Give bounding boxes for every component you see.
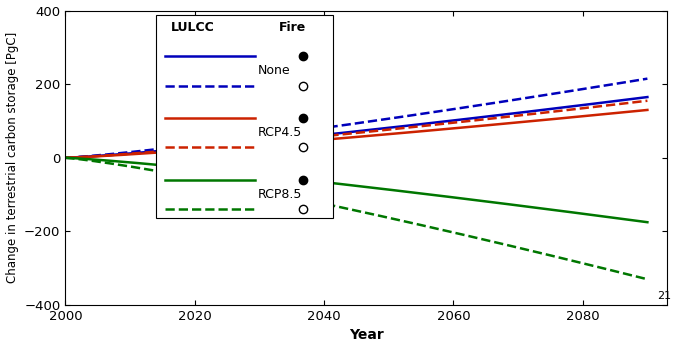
Text: Fire: Fire — [279, 21, 306, 34]
X-axis label: Year: Year — [348, 329, 384, 342]
Text: None: None — [258, 64, 290, 77]
Text: RCP4.5: RCP4.5 — [258, 126, 302, 139]
Text: RCP8.5: RCP8.5 — [258, 188, 302, 201]
Text: LULCC: LULCC — [171, 21, 214, 34]
FancyBboxPatch shape — [155, 15, 333, 218]
Text: 21: 21 — [657, 291, 671, 301]
Y-axis label: Change in terrestrial carbon storage [PgC]: Change in terrestrial carbon storage [Pg… — [5, 32, 18, 283]
